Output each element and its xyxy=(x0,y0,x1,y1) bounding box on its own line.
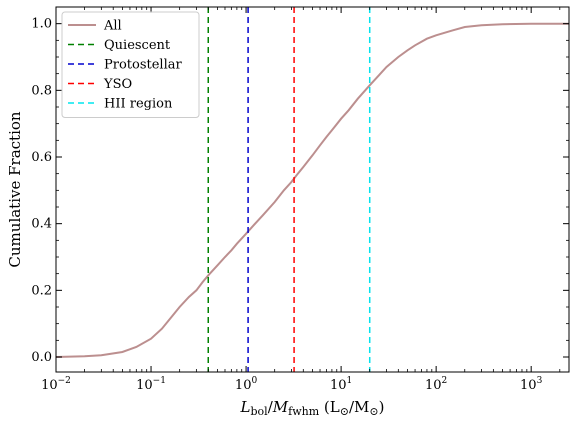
legend-label: Quiescent xyxy=(104,38,171,53)
y-tick-label: 1.0 xyxy=(31,17,52,32)
y-tick-label: 0.6 xyxy=(31,150,52,165)
legend-label: HII region xyxy=(104,97,173,112)
x-tick-label: 10−2 xyxy=(41,376,71,393)
x-tick-label: 102 xyxy=(425,376,447,393)
y-axis-label: Cumulative Fraction xyxy=(6,111,24,267)
legend-label: All xyxy=(103,19,122,34)
x-tick-label: 103 xyxy=(520,376,543,393)
legend-label: Protostellar xyxy=(104,58,182,73)
legend: All Quiescent Protostellar YSO HII region xyxy=(61,11,200,118)
y-tick-label: 0.2 xyxy=(31,283,52,298)
y-tick-label: 0.8 xyxy=(31,83,52,98)
x-tick-label: 100 xyxy=(235,376,258,393)
y-tick-label: 0.0 xyxy=(31,350,52,365)
x-axis-label: Lbol/Mfwhm (L⊙/M⊙) xyxy=(240,398,385,418)
x-tick-label: 101 xyxy=(330,376,352,393)
plot-area xyxy=(55,7,569,372)
legend-box xyxy=(61,11,200,118)
legend-label: YSO xyxy=(103,77,132,92)
axis-ticks: 10−2 10−1 100 101 102 103 0.0 0.2 0.4 0.6 0.8 1.0 xyxy=(31,7,569,393)
y-tick-label: 0.4 xyxy=(31,217,52,232)
x-tick-label: 10−1 xyxy=(136,376,166,393)
